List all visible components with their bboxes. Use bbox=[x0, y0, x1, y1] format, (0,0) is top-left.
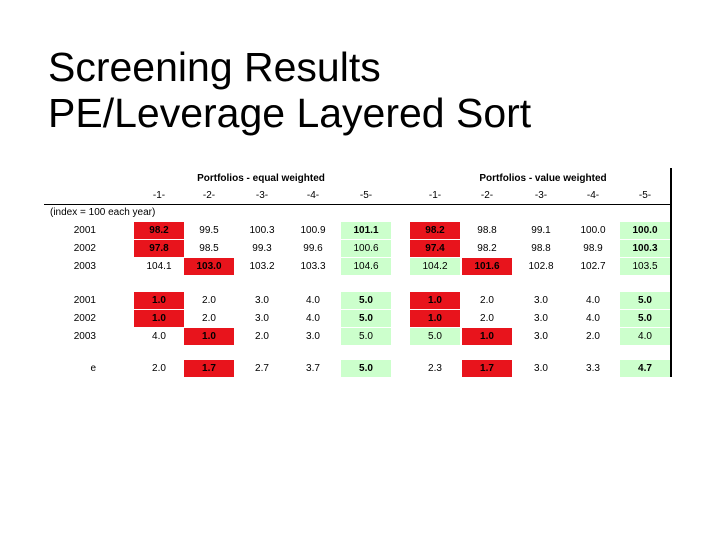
table-cell: 103.2 bbox=[249, 261, 275, 272]
table-cell: 103.5 bbox=[620, 258, 670, 275]
table-cell: 3.0 bbox=[534, 363, 548, 374]
table-cell: 5.0 bbox=[620, 292, 670, 309]
row-label: 2002 bbox=[73, 313, 96, 324]
table-cell: 5.0 bbox=[341, 328, 391, 345]
table-cell: 4.0 bbox=[586, 313, 600, 324]
table-cell: 3.0 bbox=[534, 313, 548, 324]
column-header: -3- bbox=[255, 190, 269, 201]
table-cell: 2.0 bbox=[152, 363, 166, 374]
table-cell: 5.0 bbox=[341, 360, 391, 377]
table-cell: 98.8 bbox=[531, 243, 551, 254]
table-cell: 2.0 bbox=[202, 313, 216, 324]
column-header: -4- bbox=[586, 190, 600, 201]
column-header: -2- bbox=[202, 190, 216, 201]
table-cell: 100.0 bbox=[620, 222, 670, 239]
table-cell: 98.9 bbox=[583, 243, 603, 254]
table-cell: 100.6 bbox=[341, 240, 391, 257]
table-cell: 103.0 bbox=[184, 258, 234, 275]
column-header: -1- bbox=[428, 190, 442, 201]
table-cell: 99.1 bbox=[531, 225, 551, 236]
table-cell: 5.0 bbox=[341, 310, 391, 327]
table-cell: 1.0 bbox=[410, 310, 460, 327]
table-cell: 98.2 bbox=[410, 222, 460, 239]
table-cell: 3.0 bbox=[534, 331, 548, 342]
table-cell: 1.0 bbox=[410, 292, 460, 309]
table-cell: 103.3 bbox=[300, 261, 326, 272]
table-cell: 4.0 bbox=[306, 313, 320, 324]
table-cell: 5.0 bbox=[620, 310, 670, 327]
table-cell: 5.0 bbox=[410, 328, 460, 345]
table-right-border bbox=[670, 168, 672, 377]
table-cell: 2.0 bbox=[255, 331, 269, 342]
table-cell: 100.3 bbox=[620, 240, 670, 257]
title-line-2: PE/Leverage Layered Sort bbox=[48, 90, 532, 136]
table-cell: 3.0 bbox=[255, 313, 269, 324]
row-label: 2001 bbox=[73, 295, 96, 306]
index-note: (index = 100 each year) bbox=[50, 207, 156, 218]
table-cell: 102.7 bbox=[580, 261, 606, 272]
screening-results-table: Portfolios - equal weighted Portfolios -… bbox=[44, 166, 672, 377]
table-cell: 2.0 bbox=[480, 313, 494, 324]
table-cell: 3.0 bbox=[306, 331, 320, 342]
slide-title: Screening Results PE/Leverage Layered So… bbox=[48, 44, 531, 136]
table-cell: 101.1 bbox=[341, 222, 391, 239]
table-cell: 104.6 bbox=[341, 258, 391, 275]
table-cell: 1.7 bbox=[184, 360, 234, 377]
table-cell: 3.0 bbox=[534, 295, 548, 306]
table-cell: 99.3 bbox=[252, 243, 272, 254]
column-header: -5- bbox=[638, 190, 652, 201]
table-cell: 4.0 bbox=[306, 295, 320, 306]
table-cell: 3.7 bbox=[306, 363, 320, 374]
row-label: e bbox=[90, 363, 96, 374]
row-label: 2002 bbox=[73, 243, 96, 254]
table-cell: 100.9 bbox=[300, 225, 326, 236]
group-header-value-weighted: Portfolios - value weighted bbox=[479, 173, 607, 184]
row-label: 2003 bbox=[73, 261, 96, 272]
table-cell: 100.0 bbox=[580, 225, 606, 236]
title-line-1: Screening Results bbox=[48, 44, 381, 90]
column-header: -2- bbox=[480, 190, 494, 201]
table-cell: 101.6 bbox=[462, 258, 512, 275]
table-cell: 97.8 bbox=[134, 240, 184, 257]
header-divider bbox=[44, 204, 672, 205]
table-cell: 1.0 bbox=[134, 292, 184, 309]
table-cell: 97.4 bbox=[410, 240, 460, 257]
table-cell: 99.6 bbox=[303, 243, 323, 254]
table-cell: 1.0 bbox=[462, 328, 512, 345]
table-cell: 104.2 bbox=[410, 258, 460, 275]
table-cell: 5.0 bbox=[341, 292, 391, 309]
table-cell: 2.0 bbox=[480, 295, 494, 306]
table-cell: 4.7 bbox=[620, 360, 670, 377]
column-header: -4- bbox=[306, 190, 320, 201]
table-cell: 3.3 bbox=[586, 363, 600, 374]
table-cell: 99.5 bbox=[199, 225, 219, 236]
table-cell: 98.2 bbox=[477, 243, 497, 254]
table-cell: 2.0 bbox=[586, 331, 600, 342]
table-cell: 3.0 bbox=[255, 295, 269, 306]
table-cell: 4.0 bbox=[620, 328, 670, 345]
row-label: 2001 bbox=[73, 225, 96, 236]
column-header: -5- bbox=[359, 190, 373, 201]
table-cell: 4.0 bbox=[152, 331, 166, 342]
table-cell: 2.3 bbox=[428, 363, 442, 374]
table-cell: 2.0 bbox=[202, 295, 216, 306]
table-cell: 98.2 bbox=[134, 222, 184, 239]
table-cell: 102.8 bbox=[528, 261, 554, 272]
table-cell: 4.0 bbox=[586, 295, 600, 306]
group-header-equal-weighted: Portfolios - equal weighted bbox=[197, 173, 325, 184]
table-cell: 1.0 bbox=[134, 310, 184, 327]
table-cell: 98.5 bbox=[199, 243, 219, 254]
table-cell: 100.3 bbox=[249, 225, 275, 236]
column-header: -1- bbox=[152, 190, 166, 201]
table-cell: 1.0 bbox=[184, 328, 234, 345]
table-cell: 98.8 bbox=[477, 225, 497, 236]
column-header: -3- bbox=[534, 190, 548, 201]
table-cell: 1.7 bbox=[462, 360, 512, 377]
table-cell: 104.1 bbox=[146, 261, 172, 272]
row-label: 2003 bbox=[73, 331, 96, 342]
table-cell: 2.7 bbox=[255, 363, 269, 374]
